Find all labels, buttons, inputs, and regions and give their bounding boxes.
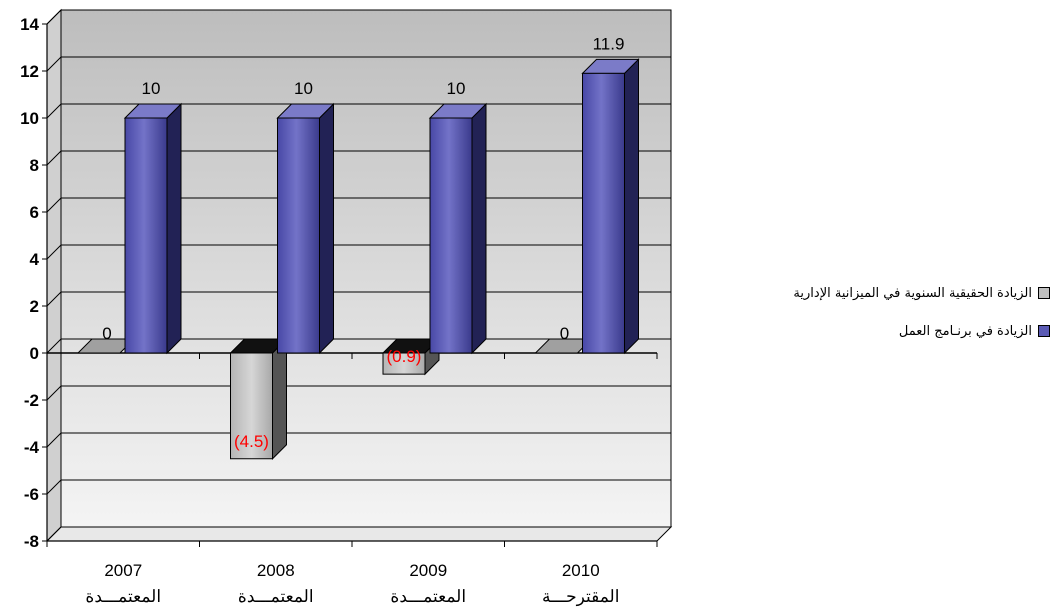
bar-work-program-front bbox=[429, 117, 473, 354]
gridline bbox=[46, 56, 671, 72]
category-label-year: 2007 bbox=[104, 561, 142, 580]
data-label-admin-budget: (4.5) bbox=[234, 432, 269, 451]
data-label-admin-budget: 0 bbox=[102, 324, 111, 343]
y-tick-label: 10 bbox=[20, 109, 39, 128]
gridline bbox=[46, 526, 671, 542]
legend-label-work-program: الزيادة في برنـامج العمل bbox=[898, 323, 1032, 339]
bar-work-program-side bbox=[166, 102, 182, 355]
y-tick-label: -2 bbox=[24, 391, 39, 410]
y-tick-label: 14 bbox=[20, 15, 39, 34]
bar-admin-budget-front bbox=[230, 352, 273, 460]
legend-item-work-program: الزيادة في برنـامج العمل bbox=[728, 320, 1050, 342]
data-label-work-program: 10 bbox=[447, 79, 466, 98]
gridline bbox=[46, 479, 671, 495]
gridline bbox=[46, 385, 671, 401]
category-label-year: 2008 bbox=[257, 561, 295, 580]
bar-work-program-side bbox=[624, 58, 639, 355]
y-tick-label: 6 bbox=[30, 203, 39, 222]
data-label-work-program: 11.9 bbox=[593, 34, 625, 53]
side-wall bbox=[46, 8, 62, 543]
category-label-year: 2009 bbox=[409, 561, 447, 580]
category-label-status: المعتمـــدة bbox=[85, 587, 161, 606]
chart-floor bbox=[45, 526, 673, 542]
y-tick-label: -6 bbox=[24, 485, 39, 504]
bar-work-program bbox=[581, 58, 640, 355]
y-tick-label: 2 bbox=[30, 297, 39, 316]
bar-work-program bbox=[276, 102, 335, 355]
y-tick-label: 4 bbox=[30, 250, 40, 269]
category-label-status: المقترحـــة bbox=[542, 587, 619, 607]
bar-work-program bbox=[428, 102, 488, 355]
gridline bbox=[46, 9, 671, 25]
category-label-status: المعتمـــدة bbox=[238, 587, 314, 606]
bar-admin-budget bbox=[229, 337, 288, 460]
bar-work-program-front bbox=[277, 117, 320, 354]
gridline bbox=[46, 432, 671, 448]
bar-work-program-front bbox=[124, 117, 168, 354]
bar-work-program-front bbox=[582, 72, 625, 354]
data-label-work-program: 10 bbox=[294, 79, 313, 98]
data-label-work-program: 10 bbox=[142, 79, 161, 98]
bar-work-program bbox=[123, 102, 183, 355]
data-label-admin-budget: (0.9) bbox=[387, 347, 422, 366]
y-tick-label: -8 bbox=[24, 532, 39, 551]
bar-work-program-side bbox=[471, 102, 487, 355]
legend-label-admin-budget: الزيادة الحقيقية السنوية في الميزانية ال… bbox=[793, 285, 1032, 301]
y-tick-label: 8 bbox=[30, 156, 39, 175]
category-label-status: المعتمـــدة bbox=[390, 587, 466, 606]
y-tick-label: -4 bbox=[24, 438, 40, 457]
legend-swatch-admin-budget bbox=[1038, 287, 1050, 299]
legend: الزيادة الحقيقية السنوية في الميزانية ال… bbox=[728, 282, 1050, 358]
bar-work-program-side bbox=[319, 102, 334, 355]
y-tick-label: 12 bbox=[20, 62, 39, 81]
bar-admin-budget-side bbox=[272, 337, 287, 460]
category-label-year: 2010 bbox=[562, 561, 600, 580]
legend-swatch-work-program bbox=[1038, 325, 1050, 337]
bar-admin-budget-front bbox=[382, 352, 426, 375]
data-label-admin-budget: 0 bbox=[560, 324, 569, 343]
y-tick-label: 0 bbox=[30, 344, 39, 363]
legend-item-admin-budget: الزيادة الحقيقية السنوية في الميزانية ال… bbox=[728, 282, 1050, 304]
